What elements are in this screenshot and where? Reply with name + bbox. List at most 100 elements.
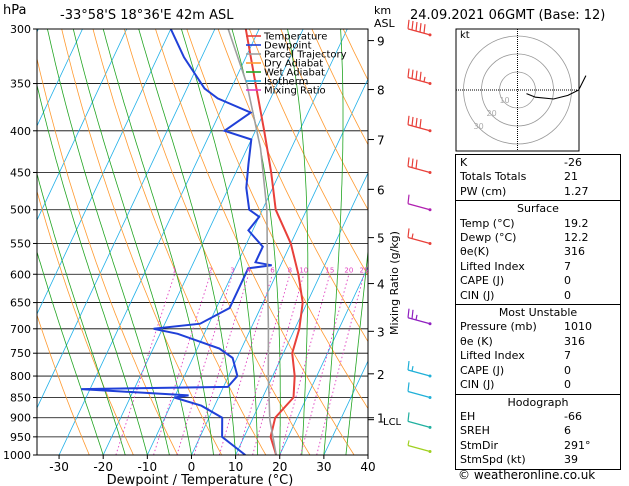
stmspd-label: StmSpd (kt) bbox=[460, 453, 526, 467]
hodograph-stats-box: Hodograph EH -66 SREH 6 StmDir 291° StmSpd … bbox=[455, 394, 621, 470]
height-tick-label: 6 bbox=[377, 183, 385, 197]
mixing-ratio-label: 10 bbox=[299, 266, 308, 274]
mu-cin-value: 0 bbox=[564, 378, 571, 392]
temperature-tick-label: 30 bbox=[316, 460, 331, 474]
temperature-tick-label: -20 bbox=[93, 460, 113, 474]
mixing-ratio-line bbox=[176, 274, 233, 455]
wind-barb-dot bbox=[428, 241, 432, 245]
wind-barb-flag bbox=[415, 70, 418, 80]
wet-adiabat bbox=[72, 29, 192, 455]
wet-adiabat bbox=[323, 29, 344, 455]
wet-adiabat bbox=[37, 172, 126, 455]
totals-value: 21 bbox=[564, 170, 578, 184]
legend-label: Isotherm bbox=[264, 77, 308, 88]
pressure-tick-label: 550 bbox=[10, 237, 31, 250]
temperature-tick-label: -10 bbox=[138, 460, 158, 474]
pressure-tick-label: 400 bbox=[10, 125, 31, 138]
dry-adiabat bbox=[37, 313, 90, 455]
wet-adiabat bbox=[138, 29, 236, 455]
wind-barb-dot bbox=[428, 208, 432, 212]
wind-barb-flag bbox=[407, 308, 410, 318]
wind-barb-flag bbox=[407, 115, 410, 125]
dry-adiabat bbox=[280, 29, 368, 211]
mu-li-label: Lifted Index bbox=[460, 349, 525, 363]
wind-barb-staff bbox=[407, 76, 431, 85]
wind-barb bbox=[407, 19, 432, 37]
wind-barb-staff bbox=[407, 203, 431, 211]
surface-cape-value: 0 bbox=[564, 274, 571, 288]
legend-label: Wet Adiabat bbox=[264, 68, 325, 79]
mixing-ratio-axis-label: Mixing Ratio (g/kg) bbox=[388, 231, 401, 335]
isotherm bbox=[102, 29, 304, 455]
wind-barb-flag bbox=[407, 194, 410, 204]
isotherm bbox=[58, 29, 260, 455]
wind-barb-flag bbox=[411, 69, 414, 79]
pressure-tick-label: 300 bbox=[10, 23, 31, 36]
legend-label: Dry Adiabat bbox=[264, 59, 323, 70]
dry-adiabat bbox=[61, 29, 223, 455]
wind-barb-flag bbox=[407, 228, 410, 238]
hodograph-unit: kt bbox=[460, 30, 470, 41]
wet-adiabat bbox=[37, 83, 148, 455]
pressure-tick-label: 600 bbox=[10, 268, 31, 281]
wind-barb-flag bbox=[407, 157, 410, 167]
height-unit: km bbox=[374, 4, 391, 17]
wind-barb-staff bbox=[407, 236, 431, 245]
surface-dewp-value: 12.2 bbox=[564, 231, 589, 245]
mixing-ratio-line bbox=[218, 274, 273, 455]
isotherm bbox=[37, 29, 83, 127]
surface-cape-label: CAPE (J) bbox=[460, 274, 505, 288]
wind-barb-half bbox=[411, 366, 414, 372]
wind-barb-flag bbox=[419, 71, 422, 81]
temperature-tick-label: 0 bbox=[188, 460, 196, 474]
wind-barb-flag bbox=[407, 382, 410, 392]
pressure-tick-label: 950 bbox=[10, 431, 31, 444]
wind-barb-flag bbox=[415, 21, 418, 32]
pressure-tick-label: 450 bbox=[10, 166, 31, 179]
surface-title: Surface bbox=[517, 202, 559, 216]
surface-thetae-label: θe(K) bbox=[460, 245, 490, 259]
wind-barb-flag bbox=[419, 23, 422, 33]
wind-barb-flag bbox=[407, 19, 410, 29]
temperature-tick-label: 20 bbox=[272, 460, 287, 474]
surface-cin-label: CIN (J) bbox=[460, 288, 495, 302]
temperature-tick-label: 40 bbox=[360, 460, 375, 474]
totals-label: Totals Totals bbox=[460, 170, 527, 184]
wind-barb-staff bbox=[407, 369, 431, 377]
sreh-value: 6 bbox=[564, 424, 571, 438]
wind-barb-dot bbox=[428, 425, 432, 429]
mu-cape-value: 0 bbox=[564, 363, 571, 377]
mixing-ratio-label: 4 bbox=[246, 266, 251, 274]
surface-thetae-value: 316 bbox=[564, 245, 585, 259]
mu-thetae-value: 316 bbox=[564, 334, 585, 348]
wind-barb-flag bbox=[407, 412, 410, 422]
mixing-ratio-label: 3 bbox=[230, 266, 234, 274]
lcl-label: LCL bbox=[383, 417, 402, 428]
hodograph-ring-label: 30 bbox=[474, 122, 484, 131]
height-unit-sub: ASL bbox=[374, 17, 396, 30]
wind-barb-flag bbox=[415, 159, 418, 169]
pw-label: PW (cm) bbox=[460, 184, 507, 198]
eh-value: -66 bbox=[564, 409, 582, 423]
mixing-ratio-label: 2 bbox=[208, 266, 212, 274]
wind-barb-half bbox=[407, 440, 410, 446]
wind-barb-dot bbox=[428, 33, 432, 37]
height-tick-label: 1 bbox=[377, 412, 385, 426]
wind-barb bbox=[407, 360, 432, 378]
pressure-tick-label: 650 bbox=[10, 297, 31, 310]
wind-barb bbox=[407, 308, 432, 326]
isotherm bbox=[279, 265, 368, 455]
mixing-ratio-line bbox=[316, 274, 365, 455]
eh-label: EH bbox=[460, 409, 476, 423]
pressure-tick-label: 800 bbox=[10, 370, 31, 383]
wind-barb-flag bbox=[411, 20, 414, 31]
wind-barb-staff bbox=[407, 420, 431, 429]
wet-adiabat bbox=[345, 246, 368, 455]
dry-adiabat bbox=[155, 29, 355, 455]
wind-barb-staff bbox=[407, 317, 431, 325]
isotherm bbox=[146, 29, 348, 455]
surface-li-value: 7 bbox=[564, 259, 571, 273]
height-tick-label: 9 bbox=[377, 35, 385, 49]
